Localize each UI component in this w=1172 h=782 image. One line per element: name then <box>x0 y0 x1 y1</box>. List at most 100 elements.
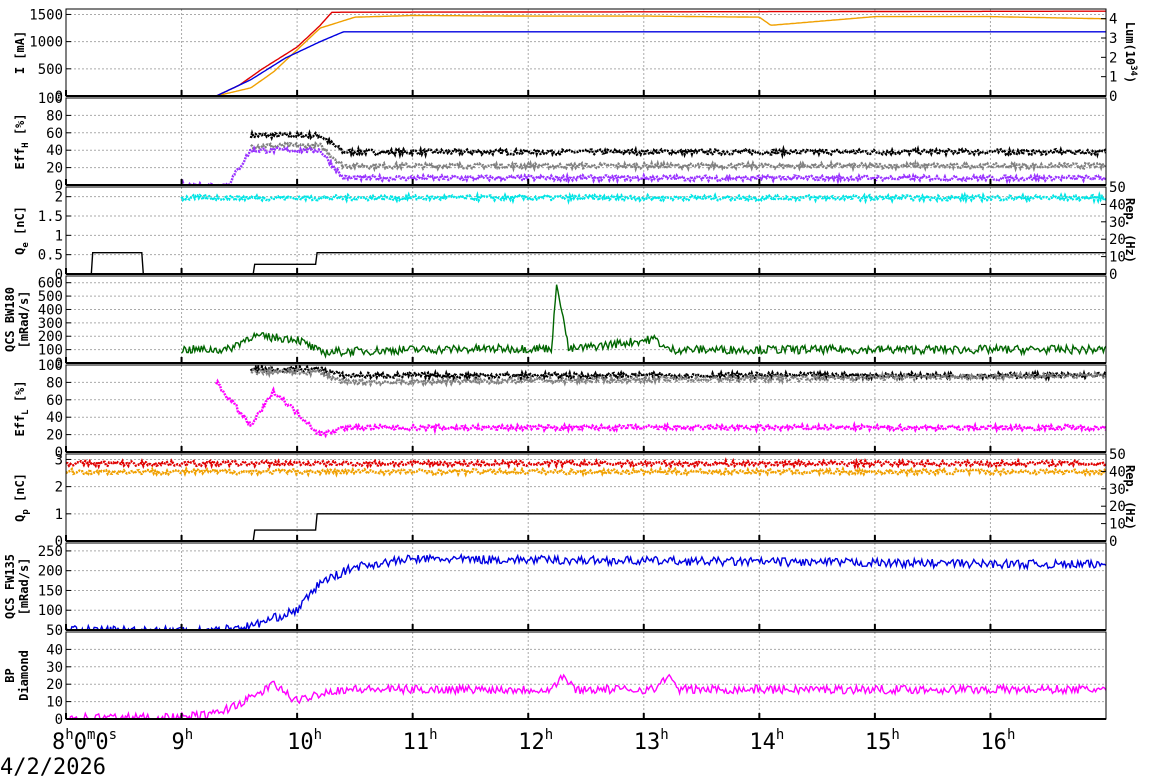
series-group <box>66 552 1106 630</box>
series-1 <box>250 365 1106 389</box>
x-tick-label: 11h <box>403 727 438 755</box>
y-tick-label: 100 <box>38 91 63 107</box>
y-tick-label: 40 <box>46 410 63 426</box>
y-label: Qe [nC] <box>13 206 31 255</box>
series-0 <box>66 673 1106 719</box>
y-label: BP <box>3 668 17 682</box>
y-label: I [mA] <box>13 31 27 74</box>
series-group <box>66 673 1106 719</box>
y-tick-label: 80 <box>46 108 63 124</box>
x-tick-label: 10h <box>287 727 322 755</box>
y-tick-label: 100 <box>38 358 63 374</box>
x-tick-label: 12h <box>518 727 553 755</box>
y-right-tick-label: 10 <box>1109 517 1126 533</box>
y-right-tick-label: 2 <box>1109 50 1117 66</box>
y-tick-label: 0 <box>55 534 63 550</box>
panel-frame <box>65 453 1107 542</box>
y-right-tick-label: 40 <box>1109 464 1126 480</box>
y-tick-label: 80 <box>46 375 63 391</box>
y-right-tick-label: 10 <box>1109 250 1126 266</box>
series-group <box>180 129 1106 185</box>
series-0 <box>66 457 1106 470</box>
x-tick-label: 9h <box>172 727 194 755</box>
series-0 <box>66 552 1106 630</box>
series-2 <box>215 378 1106 441</box>
panel-6: 50 100 150 200 250 QCS FW135 [mRad/s] <box>3 542 1107 639</box>
y-tick-label: 20 <box>46 677 63 693</box>
y-right-tick-label: 30 <box>1109 482 1126 498</box>
y-tick-label: 150 <box>38 583 63 599</box>
y-tick-label: 30 <box>46 660 63 676</box>
y-tick-label: 0 <box>55 712 63 728</box>
y-tick-label: 1500 <box>29 7 63 23</box>
y-right-tick-label: 4 <box>1109 12 1117 28</box>
y-label: QCS FW135 <box>3 554 17 619</box>
y-tick-label: 50 <box>46 623 63 639</box>
y-tick-label: 2 <box>55 480 63 496</box>
y-tick-label: 0 <box>55 267 63 283</box>
y-right-tick-label: 40 <box>1109 197 1126 213</box>
series-2 <box>66 31 1106 96</box>
y-right-tick-label: 0 <box>1109 534 1117 550</box>
x-tick-label: 8h0m0s <box>52 727 117 755</box>
series-2 <box>180 145 1106 185</box>
y-right-label: Rep. (Hz) <box>1123 465 1137 530</box>
y-right-tick-label: 50 <box>1109 180 1126 196</box>
series-group <box>181 284 1106 359</box>
y-right-tick-label: 20 <box>1109 232 1126 248</box>
y-tick-label: 600 <box>38 276 63 292</box>
x-tick-label: 13h <box>634 727 669 755</box>
series-0 <box>181 284 1106 359</box>
series-1 <box>250 140 1106 173</box>
y-label: EffL [%] <box>13 380 31 436</box>
y-tick-label: 0.5 <box>38 248 63 264</box>
y-label: Qp [nC] <box>13 473 31 522</box>
y-tick-label: 1 <box>55 228 63 244</box>
y-tick-label: 1.5 <box>38 209 63 225</box>
series-1 <box>66 465 1106 478</box>
y-label-line2: [mRad/s] <box>17 558 31 616</box>
y-tick-label: 100 <box>38 603 63 619</box>
y-tick-label: 300 <box>38 316 63 332</box>
panel-frame <box>65 8 1107 97</box>
series-2 <box>66 513 1106 541</box>
panel-0: 0 500 1000 1500 0 1 2 3 4 Lum(1034) I [mA] <box>13 7 1138 105</box>
y-tick-label: 0 <box>55 178 63 194</box>
y-label: EffH [%] <box>13 113 31 169</box>
y-tick-label: 20 <box>46 161 63 177</box>
y-tick-label: 0 <box>55 356 63 372</box>
y-tick-label: 2 <box>55 190 63 206</box>
y-right-tick-label: 30 <box>1109 215 1126 231</box>
y-right-tick-label: 50 <box>1109 447 1126 463</box>
y-label-line2: Diamond <box>17 650 31 701</box>
y-tick-label: 40 <box>46 642 63 658</box>
series-group <box>215 365 1106 441</box>
y-tick-label: 500 <box>38 62 63 78</box>
y-right-tick-label: 1 <box>1109 70 1117 86</box>
y-right-tick-label: 3 <box>1109 31 1117 47</box>
series-0 <box>66 10 1106 96</box>
y-tick-label: 40 <box>46 143 63 159</box>
panel-frame <box>65 631 1107 720</box>
y-right-tick-label: 0 <box>1109 89 1117 105</box>
series-0 <box>249 129 1106 160</box>
panel-frame <box>65 97 1107 186</box>
y-tick-label: 250 <box>38 544 63 560</box>
y-right-label: Rep. (Hz) <box>1123 198 1137 263</box>
y-tick-label: 1 <box>55 507 63 523</box>
y-tick-label: 0 <box>55 89 63 105</box>
x-tick-label: 16h <box>980 727 1015 755</box>
y-tick-label: 60 <box>46 126 63 142</box>
y-label-line2: [mRad/s] <box>17 291 31 349</box>
y-right-tick-label: 20 <box>1109 499 1126 515</box>
y-tick-label: 1000 <box>29 35 63 51</box>
series-group <box>66 190 1106 274</box>
x-tick-label: 14h <box>749 727 784 755</box>
